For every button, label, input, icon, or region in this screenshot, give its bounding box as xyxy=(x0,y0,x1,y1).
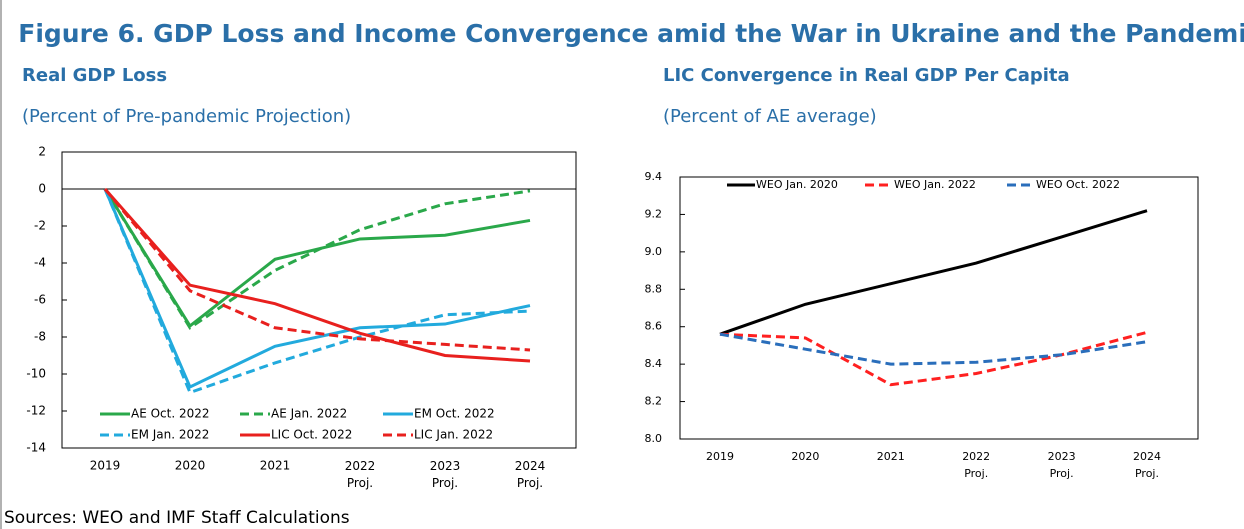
x-tick-label: 2022 Proj. xyxy=(962,450,990,480)
legend-label: AE Oct. 2022 xyxy=(131,407,210,421)
x-tick-label: 2024 Proj. xyxy=(515,459,546,490)
y-tick-label: -12 xyxy=(26,404,46,418)
y-tick-label: 8.6 xyxy=(645,320,663,333)
y-tick-label: -2 xyxy=(34,219,46,233)
y-tick-label: 0 xyxy=(38,182,46,196)
x-tick-label: 2024 Proj. xyxy=(1133,450,1161,480)
series-line xyxy=(103,188,531,329)
series-line xyxy=(103,188,531,363)
series-line xyxy=(103,188,531,395)
series-line xyxy=(103,188,531,389)
y-tick-label: 8.2 xyxy=(645,395,663,408)
y-tick-label: 8.0 xyxy=(645,432,663,445)
legend-label: LIC Oct. 2022 xyxy=(271,428,352,442)
y-tick-label: -4 xyxy=(34,256,46,270)
x-tick-label: 2019 xyxy=(90,459,121,473)
plot-frame xyxy=(679,176,1199,440)
series-line xyxy=(103,188,531,330)
x-tick-label: 2023 Proj. xyxy=(1048,450,1076,480)
source-note: Sources: WEO and IMF Staff Calculations xyxy=(4,508,350,528)
series-line xyxy=(103,188,531,352)
legend-label: LIC Jan. 2022 xyxy=(414,428,493,442)
legend-label: EM Jan. 2022 xyxy=(131,428,209,442)
x-tick-label: 2021 xyxy=(877,450,905,463)
y-tick-label: 8.8 xyxy=(645,282,663,295)
y-tick-label: -8 xyxy=(34,330,46,344)
x-tick-label: 2020 xyxy=(791,450,819,463)
chart-subtitle: (Percent of AE average) xyxy=(663,106,877,127)
figure-title: Figure 6. GDP Loss and Income Convergenc… xyxy=(18,19,1244,48)
x-tick-label: 2022 Proj. xyxy=(345,459,376,490)
legend-label: AE Jan. 2022 xyxy=(271,407,347,421)
legend-label: WEO Oct. 2022 xyxy=(1036,178,1120,191)
series-line xyxy=(719,209,1148,336)
x-tick-label: 2019 xyxy=(706,450,734,463)
chart-title: LIC Convergence in Real GDP Per Capita xyxy=(663,65,1070,86)
y-tick-label: 8.4 xyxy=(645,357,663,370)
y-tick-label: -6 xyxy=(34,293,46,307)
x-tick-label: 2020 xyxy=(175,459,206,473)
y-tick-label: 9.4 xyxy=(645,170,663,183)
legend-label: EM Oct. 2022 xyxy=(414,407,495,421)
series-line xyxy=(719,330,1148,387)
series-line xyxy=(719,332,1148,366)
plot-frame xyxy=(61,151,577,449)
y-tick-label: 2 xyxy=(38,145,46,159)
y-tick-label: 9.0 xyxy=(645,245,663,258)
y-tick-label: -10 xyxy=(26,367,46,381)
chart-title: Real GDP Loss xyxy=(22,65,167,86)
y-tick-label: -14 xyxy=(26,441,46,455)
x-tick-label: 2023 Proj. xyxy=(430,459,461,490)
legend-label: WEO Jan. 2020 xyxy=(756,178,838,191)
y-tick-label: 9.2 xyxy=(645,207,663,220)
legend-label: WEO Jan. 2022 xyxy=(894,178,976,191)
x-tick-label: 2021 xyxy=(260,459,291,473)
chart-subtitle: (Percent of Pre-pandemic Projection) xyxy=(22,106,351,127)
